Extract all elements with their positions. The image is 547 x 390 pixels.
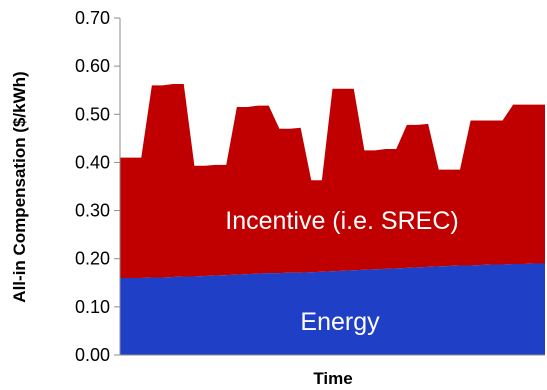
y-tick-label: 0.30 bbox=[75, 201, 110, 221]
y-tick-label: 0.60 bbox=[75, 56, 110, 76]
incentive-area bbox=[120, 83, 545, 278]
plot-layer bbox=[120, 83, 545, 355]
energy-area bbox=[120, 263, 545, 355]
x-axis-title: Time bbox=[313, 369, 352, 388]
y-tick-label: 0.00 bbox=[75, 345, 110, 365]
y-axis: 0.00 0.10 0.20 0.30 0.40 0.50 0.60 0.70 bbox=[75, 8, 121, 365]
y-tick-label: 0.10 bbox=[75, 297, 110, 317]
y-tick-label: 0.70 bbox=[75, 8, 110, 28]
energy-series-label: Energy bbox=[300, 308, 380, 336]
y-tick-label: 0.20 bbox=[75, 249, 110, 269]
y-axis-title: All-in Compensation ($/kWh) bbox=[10, 71, 29, 302]
incentive-series-label: Incentive (i.e. SREC) bbox=[225, 207, 458, 235]
y-tick-label: 0.50 bbox=[75, 104, 110, 124]
y-tick-label: 0.40 bbox=[75, 152, 110, 172]
